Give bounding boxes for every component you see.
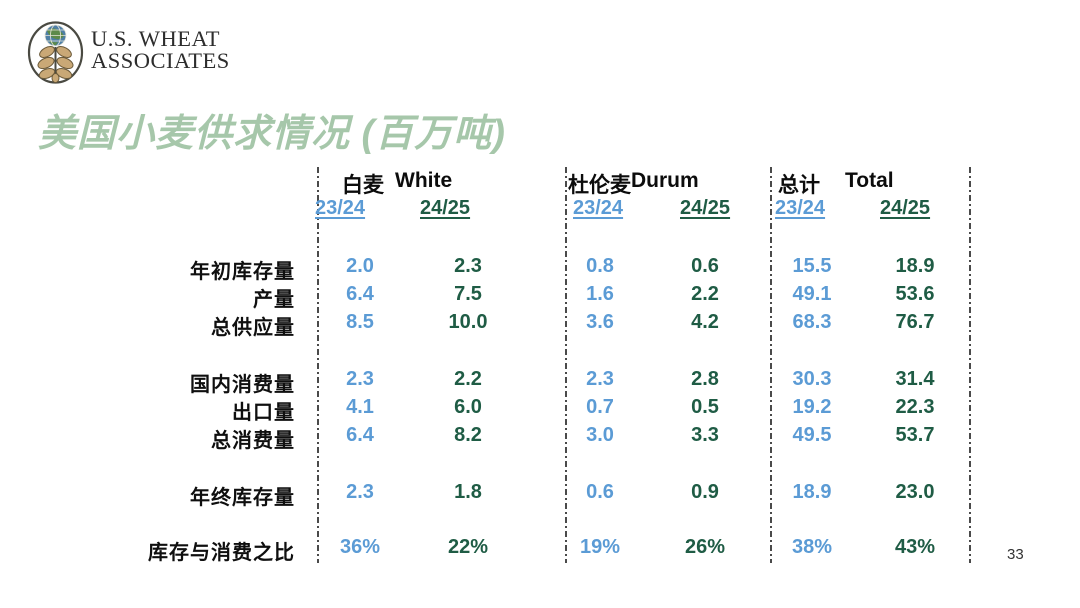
cell-value: 19.2	[792, 396, 832, 418]
group-white-en: White	[395, 169, 453, 192]
cell-value: 18.9	[895, 255, 935, 277]
cell-value: 36%	[339, 536, 381, 558]
cell-value: 53.6	[895, 283, 935, 305]
cell-value: 6.4	[346, 424, 374, 446]
year-durum-2324: 23/24	[573, 197, 624, 219]
cell-value: 6.4	[346, 283, 374, 305]
year-durum-2425: 24/25	[680, 197, 731, 219]
table-row: 出口量 4.1 6.0 0.7 0.5 19.2 22.3	[130, 396, 980, 424]
cell-value: 0.7	[586, 396, 614, 418]
row-label: 总消费量	[211, 430, 295, 452]
row-label: 年终库存量	[190, 487, 295, 509]
table-row: 国内消费量 2.3 2.2 2.3 2.8 30.3 31.4	[130, 368, 980, 396]
cell-value: 4.1	[346, 396, 374, 418]
row-label: 国内消费量	[190, 374, 295, 396]
cell-value: 0.9	[691, 481, 719, 503]
logo-line1: U.S. WHEAT	[91, 26, 220, 51]
cell-value: 8.2	[454, 424, 482, 446]
table-row: 总供应量 8.5 10.0 3.6 4.2 68.3 76.7	[130, 311, 980, 339]
year-total-2425: 24/25	[880, 197, 931, 219]
logo-line2: ASSOCIATES	[91, 48, 230, 73]
group-durum-en: Durum	[631, 169, 699, 192]
table-row: 产量 6.4 7.5 1.6 2.2 49.1 53.6	[130, 283, 980, 311]
cell-value: 2.0	[346, 255, 374, 277]
cell-value: 3.3	[691, 424, 719, 446]
cell-value: 0.6	[586, 481, 614, 503]
row-label: 产量	[253, 289, 295, 311]
cell-value: 15.5	[792, 255, 832, 277]
row-label: 年初库存量	[190, 261, 295, 283]
cell-value: 0.8	[586, 255, 614, 277]
cell-value: 10.0	[448, 311, 488, 333]
cell-value: 30.3	[792, 368, 832, 390]
table-row: 库存与消费之比 36% 22% 19% 26% 38% 43%	[130, 536, 980, 564]
cell-value: 8.5	[346, 311, 374, 333]
cell-value: 22%	[447, 536, 489, 558]
column-divider-1	[317, 167, 319, 563]
cell-value: 2.2	[691, 283, 719, 305]
page-number: 33	[1007, 546, 1024, 563]
year-total-2324: 23/24	[775, 197, 826, 219]
cell-value: 49.5	[792, 424, 832, 446]
cell-value: 6.0	[454, 396, 482, 418]
cell-value: 26%	[684, 536, 726, 558]
cell-value: 49.1	[792, 283, 832, 305]
wheat-kernels	[37, 46, 74, 83]
cell-value: 2.3	[346, 368, 374, 390]
table-group-header-row: 白麦 White 杜伦麦 Durum 总计 Total	[130, 169, 980, 197]
table-row: 年初库存量 2.0 2.3 0.8 0.6 15.5 18.9	[130, 255, 980, 283]
row-label: 总供应量	[211, 317, 295, 339]
group-total-en: Total	[845, 169, 894, 192]
cell-value: 19%	[579, 536, 621, 558]
cell-value: 4.2	[691, 311, 719, 333]
usw-logo: U.S. WHEAT ASSOCIATES	[27, 21, 230, 84]
cell-value: 1.8	[454, 481, 482, 503]
table-row: 总消费量 6.4 8.2 3.0 3.3 49.5 53.7	[130, 424, 980, 452]
column-divider-4	[969, 167, 971, 563]
cell-value: 2.3	[586, 368, 614, 390]
cell-value: 7.5	[454, 283, 482, 305]
cell-value: 2.3	[346, 481, 374, 503]
cell-value: 22.3	[895, 396, 935, 418]
cell-value: 3.0	[586, 424, 614, 446]
cell-value: 53.7	[895, 424, 935, 446]
column-divider-2	[565, 167, 567, 563]
cell-value: 18.9	[792, 481, 832, 503]
cell-value: 23.0	[895, 481, 935, 503]
cell-value: 0.6	[691, 255, 719, 277]
globe	[44, 24, 67, 47]
row-label: 库存与消费之比	[148, 542, 295, 564]
cell-value: 2.2	[454, 368, 482, 390]
year-white-2425: 24/25	[420, 197, 471, 219]
cell-value: 31.4	[895, 368, 935, 390]
cell-value: 76.7	[895, 311, 935, 333]
table-row: 年终库存量 2.3 1.8 0.6 0.9 18.9 23.0	[130, 481, 980, 509]
cell-value: 38%	[791, 536, 833, 558]
cell-value: 3.6	[586, 311, 614, 333]
cell-value: 1.6	[586, 283, 614, 305]
group-white-cn: 白麦	[342, 174, 384, 197]
column-divider-3	[770, 167, 772, 563]
cell-value: 43%	[894, 536, 936, 558]
group-durum-cn: 杜伦麦	[568, 174, 631, 197]
table-year-header-row: 23/24 24/25 23/24 24/25 23/24 24/25	[130, 197, 980, 225]
wheat-globe-icon	[27, 21, 84, 84]
logo-text: U.S. WHEAT ASSOCIATES	[91, 26, 230, 73]
group-total-cn: 总计	[778, 174, 820, 197]
cell-value: 68.3	[792, 311, 832, 333]
cell-value: 2.8	[691, 368, 719, 390]
year-white-2324: 23/24	[315, 197, 366, 219]
row-label: 出口量	[232, 402, 295, 424]
cell-value: 2.3	[454, 255, 482, 277]
slide-title: 美国小麦供求情况 (百万吨)	[38, 113, 506, 155]
cell-value: 0.5	[691, 396, 719, 418]
